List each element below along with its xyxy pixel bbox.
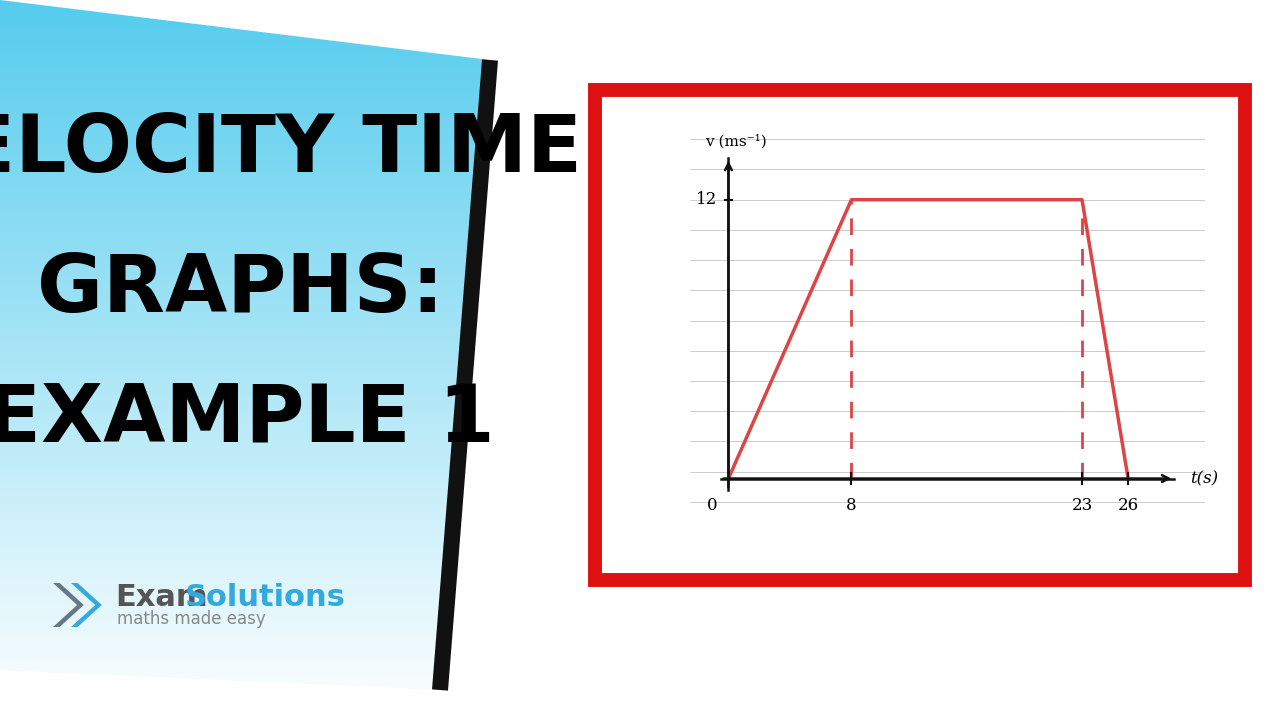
Text: VELOCITY TIME: VELOCITY TIME [0, 111, 582, 189]
Polygon shape [52, 583, 83, 627]
Polygon shape [0, 670, 440, 720]
Text: 0: 0 [707, 497, 718, 514]
Text: 26: 26 [1117, 497, 1139, 514]
Text: EXAMPLE 1: EXAMPLE 1 [0, 381, 494, 459]
Text: 23: 23 [1071, 497, 1093, 514]
Text: v (ms⁻¹): v (ms⁻¹) [705, 134, 767, 148]
Text: 8: 8 [846, 497, 856, 514]
FancyBboxPatch shape [595, 90, 1245, 580]
Text: GRAPHS:: GRAPHS: [37, 251, 443, 329]
Text: Solutions: Solutions [186, 582, 346, 611]
Text: 12: 12 [696, 192, 718, 208]
Text: t(s): t(s) [1189, 470, 1217, 487]
Polygon shape [70, 583, 102, 627]
Polygon shape [440, 0, 1280, 720]
Polygon shape [0, 0, 490, 720]
Text: maths made easy: maths made easy [116, 610, 266, 628]
Text: Exam: Exam [115, 582, 207, 611]
Polygon shape [433, 59, 498, 690]
